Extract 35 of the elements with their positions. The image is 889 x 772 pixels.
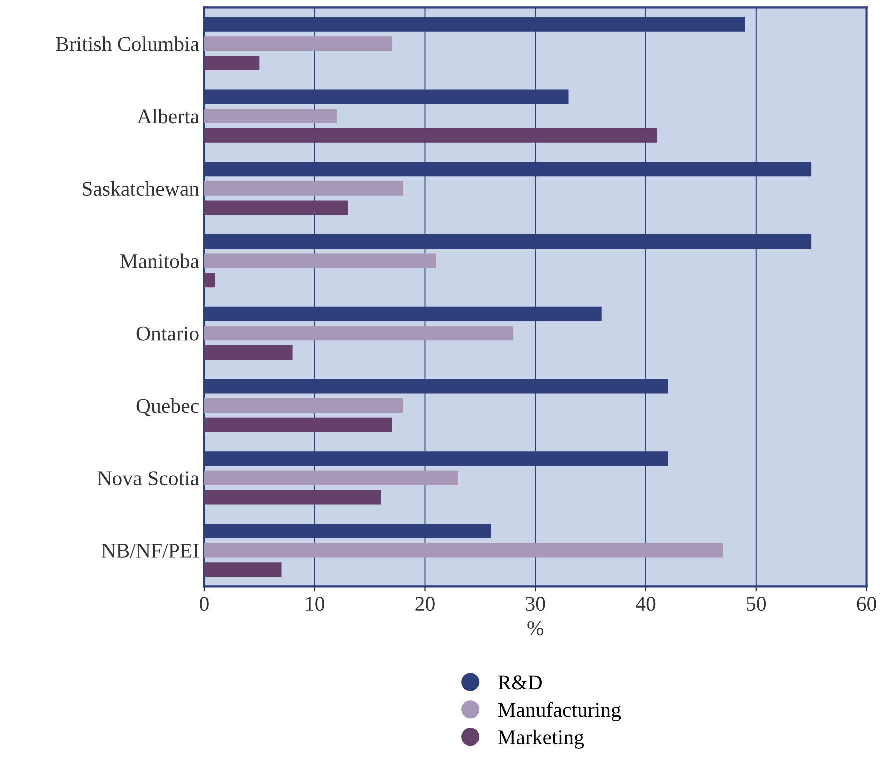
bar xyxy=(204,200,348,216)
legend-label: Manufacturing xyxy=(498,702,622,722)
bar xyxy=(204,109,337,124)
x-axis-title: % xyxy=(528,621,544,636)
bar xyxy=(204,326,514,341)
x-tick-label: 60 xyxy=(857,597,876,612)
y-tick-label: NB/NF/PEI xyxy=(102,544,199,558)
bar xyxy=(204,418,392,432)
x-tick-label: 20 xyxy=(416,597,435,612)
x-tick-label: 40 xyxy=(636,597,656,612)
x-tick-label: 0 xyxy=(200,597,209,612)
x-tick-label: 10 xyxy=(306,597,324,612)
y-tick-label: Saskatchewan xyxy=(82,181,200,196)
y-tick-label: Nova Scotia xyxy=(98,472,200,486)
bar xyxy=(204,273,216,288)
bar xyxy=(204,562,282,578)
bar xyxy=(204,398,404,414)
bar xyxy=(204,543,724,558)
bar xyxy=(204,36,392,52)
y-tick-label: British Columbia xyxy=(56,36,200,52)
bar xyxy=(204,254,436,268)
bar xyxy=(204,490,382,505)
bar xyxy=(204,56,260,70)
bar xyxy=(204,128,658,143)
bar xyxy=(204,345,293,360)
x-tick-label: 50 xyxy=(747,597,766,612)
bar xyxy=(204,470,458,486)
y-tick-label: Alberta xyxy=(137,109,200,124)
x-tick-label: 30 xyxy=(526,597,546,612)
bar xyxy=(204,181,404,196)
y-tick-label: Manitoba xyxy=(120,254,200,268)
y-tick-label: Ontario xyxy=(136,326,199,341)
y-tick-label: Quebec xyxy=(136,398,199,416)
legend-label: R&D xyxy=(498,676,542,690)
legend-label: Marketing xyxy=(498,730,584,749)
